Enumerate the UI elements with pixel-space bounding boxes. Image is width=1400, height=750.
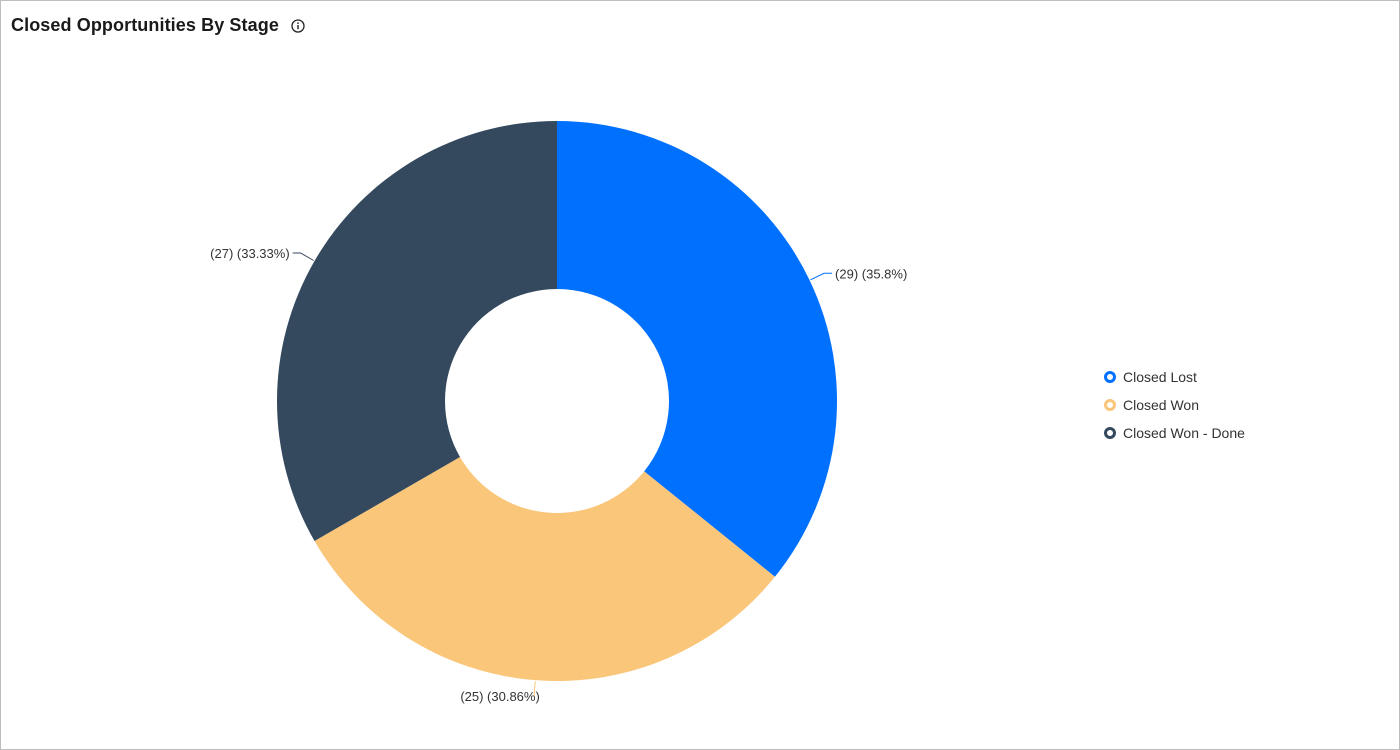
- chart-header: Closed Opportunities By Stage: [11, 15, 305, 36]
- legend-item-closed-won[interactable]: Closed Won: [1104, 391, 1245, 419]
- chart-legend: Closed Lost Closed Won Closed Won - Done: [1104, 363, 1245, 447]
- legend-marker-icon: [1104, 371, 1116, 383]
- legend-marker-icon: [1104, 427, 1116, 439]
- info-icon[interactable]: [291, 18, 305, 33]
- donut-slice-closed-lost[interactable]: [557, 121, 837, 577]
- legend-item-closed-won-done[interactable]: Closed Won - Done: [1104, 419, 1245, 447]
- legend-label: Closed Lost: [1123, 369, 1197, 385]
- label-leader-line: [810, 272, 833, 281]
- legend-marker-icon: [1104, 399, 1116, 411]
- slice-data-label: (25) (30.86%): [460, 689, 539, 704]
- slice-data-label: (29) (35.8%): [835, 266, 907, 281]
- legend-label: Closed Won - Done: [1123, 425, 1245, 441]
- legend-label: Closed Won: [1123, 397, 1200, 413]
- donut-slice-closed-won-done[interactable]: [277, 121, 557, 541]
- chart-title: Closed Opportunities By Stage: [11, 15, 279, 35]
- label-leader-line: [533, 681, 536, 697]
- donut-slice-closed-won[interactable]: [314, 457, 775, 682]
- legend-item-closed-lost[interactable]: Closed Lost: [1104, 363, 1245, 391]
- label-leader-line: [292, 252, 314, 261]
- slice-data-label: (27) (33.33%): [210, 246, 289, 261]
